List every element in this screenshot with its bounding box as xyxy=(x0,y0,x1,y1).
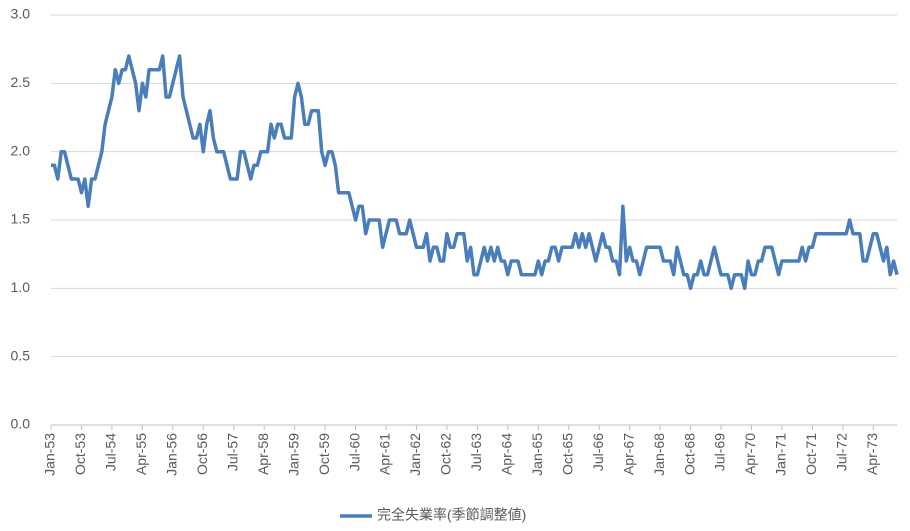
x-tick-label: Jul-69 xyxy=(712,433,728,471)
x-tick-label: Oct-62 xyxy=(438,433,454,475)
x-tick-label: Oct-68 xyxy=(681,433,697,475)
x-tick-label: Jan-62 xyxy=(407,433,423,476)
x-tick-label: Jul-57 xyxy=(224,433,240,471)
x-tick-label: Jan-53 xyxy=(42,433,58,476)
x-tick-label: Jul-54 xyxy=(103,433,119,471)
x-tick-label: Jan-71 xyxy=(773,433,789,476)
x-tick-label: Oct-53 xyxy=(72,433,88,475)
x-tick-label: Oct-59 xyxy=(316,433,332,475)
legend-label: 完全失業率(季節調整値) xyxy=(377,507,526,523)
x-tick-label: Jan-68 xyxy=(651,433,667,476)
line-series xyxy=(51,54,899,291)
x-tick-label: Jul-72 xyxy=(834,433,850,471)
x-tick-label: Jan-65 xyxy=(529,433,545,476)
x-tick-label: Oct-56 xyxy=(194,433,210,475)
y-tick-label: 1.0 xyxy=(11,279,31,295)
x-tick-label: Apr-64 xyxy=(499,433,515,475)
x-tick-label: Apr-61 xyxy=(377,433,393,475)
x-tick-label: Jan-56 xyxy=(164,433,180,476)
x-tick-label: Oct-65 xyxy=(559,433,575,475)
y-tick-label: 2.0 xyxy=(11,142,31,158)
x-tick-label: Jul-60 xyxy=(346,433,362,471)
x-tick-label: Jul-66 xyxy=(590,433,606,471)
x-tick-label: Apr-55 xyxy=(133,433,149,475)
x-tick-label: Apr-70 xyxy=(742,433,758,475)
y-tick-label: 2.5 xyxy=(11,74,31,90)
y-tick-label: 0.5 xyxy=(11,347,31,363)
x-tick-label: Apr-67 xyxy=(620,433,636,475)
y-tick-label: 0.0 xyxy=(11,416,31,432)
x-tick-label: Jul-63 xyxy=(468,433,484,471)
x-tick-label: Apr-58 xyxy=(255,433,271,475)
x-tick-label: Apr-73 xyxy=(864,433,880,475)
y-tick-label: 1.5 xyxy=(11,211,31,227)
x-tick-label: Jan-59 xyxy=(285,433,301,476)
y-tick-label: 3.0 xyxy=(11,6,31,22)
x-tick-label: Oct-71 xyxy=(803,433,819,475)
